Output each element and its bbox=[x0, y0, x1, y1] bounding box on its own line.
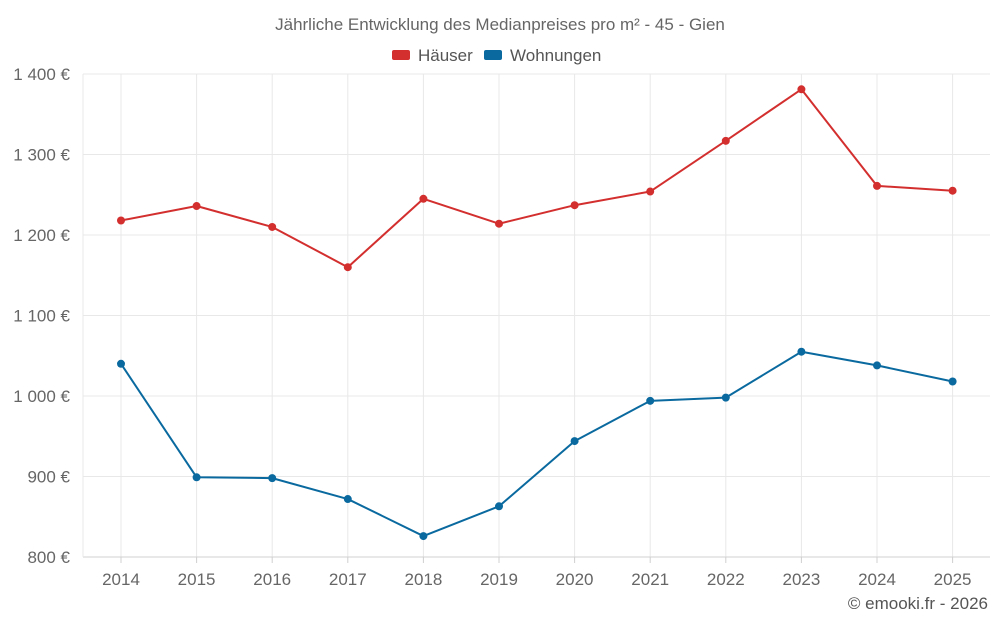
data-point-haeuser[interactable] bbox=[948, 186, 957, 195]
x-tick-label: 2025 bbox=[934, 570, 972, 589]
data-point-haeuser[interactable] bbox=[797, 85, 806, 94]
y-tick-label: 800 € bbox=[27, 548, 70, 567]
x-tick-label: 2023 bbox=[782, 570, 820, 589]
data-point-haeuser[interactable] bbox=[419, 194, 428, 203]
axes: 800 € 900 € 1 000 € 1 100 € 1 200 € 1 300 € 1 … bbox=[13, 65, 990, 589]
x-tick-label: 2019 bbox=[480, 570, 518, 589]
series-line-haeuser bbox=[120, 88, 953, 269]
data-point-haeuser[interactable] bbox=[117, 216, 125, 225]
data-point-wohnungen[interactable] bbox=[646, 396, 655, 405]
series bbox=[117, 85, 957, 541]
data-point-haeuser[interactable] bbox=[495, 219, 503, 228]
series-line-wohnungen bbox=[120, 350, 953, 538]
x-tick-label: 2021 bbox=[631, 570, 669, 589]
y-tick-label: 1 100 € bbox=[13, 307, 70, 326]
data-point-haeuser[interactable] bbox=[570, 201, 579, 210]
y-tick-label: 900 € bbox=[27, 468, 70, 487]
x-tick-label: 2014 bbox=[102, 570, 140, 589]
data-point-wohnungen[interactable] bbox=[343, 495, 352, 504]
y-tick-label: 1 000 € bbox=[13, 387, 70, 406]
grid bbox=[83, 73, 990, 557]
data-point-wohnungen[interactable] bbox=[948, 377, 957, 386]
data-point-wohnungen[interactable] bbox=[721, 393, 730, 402]
x-tick-label: 2015 bbox=[178, 570, 216, 589]
legend-label-wohnungen[interactable]: Wohnungen bbox=[510, 46, 601, 65]
y-tick-label: 1 300 € bbox=[13, 146, 70, 165]
legend: Häuser Wohnungen bbox=[392, 46, 601, 65]
x-tick-label: 2016 bbox=[253, 570, 291, 589]
x-tick-label: 2020 bbox=[556, 570, 594, 589]
data-point-wohnungen[interactable] bbox=[419, 532, 428, 541]
x-tick-label: 2024 bbox=[858, 570, 896, 589]
x-tick-label: 2017 bbox=[329, 570, 367, 589]
data-point-haeuser[interactable] bbox=[721, 136, 730, 145]
data-point-wohnungen[interactable] bbox=[192, 473, 201, 482]
y-tick-label: 1 200 € bbox=[13, 226, 70, 245]
y-tick-label: 1 400 € bbox=[13, 65, 70, 84]
footer-credit: © emooki.fr - 2026 bbox=[848, 594, 988, 613]
data-point-wohnungen[interactable] bbox=[873, 361, 881, 370]
data-point-haeuser[interactable] bbox=[873, 181, 881, 190]
legend-label-haeuser[interactable]: Häuser bbox=[418, 46, 473, 65]
legend-swatch-haeuser bbox=[392, 50, 410, 60]
x-tick-label: 2018 bbox=[404, 570, 442, 589]
data-point-wohnungen[interactable] bbox=[495, 502, 503, 511]
legend-swatch-wohnungen bbox=[484, 50, 502, 60]
data-point-haeuser[interactable] bbox=[343, 263, 352, 272]
data-point-wohnungen[interactable] bbox=[117, 359, 125, 368]
chart-title: Jährliche Entwicklung des Medianpreises … bbox=[275, 15, 725, 34]
data-point-haeuser[interactable] bbox=[268, 222, 277, 231]
data-point-wohnungen[interactable] bbox=[797, 347, 806, 356]
x-tick-label: 2022 bbox=[707, 570, 745, 589]
data-point-wohnungen[interactable] bbox=[268, 474, 277, 483]
data-point-haeuser[interactable] bbox=[646, 187, 655, 196]
data-point-wohnungen[interactable] bbox=[570, 437, 579, 446]
data-point-haeuser[interactable] bbox=[192, 202, 201, 211]
